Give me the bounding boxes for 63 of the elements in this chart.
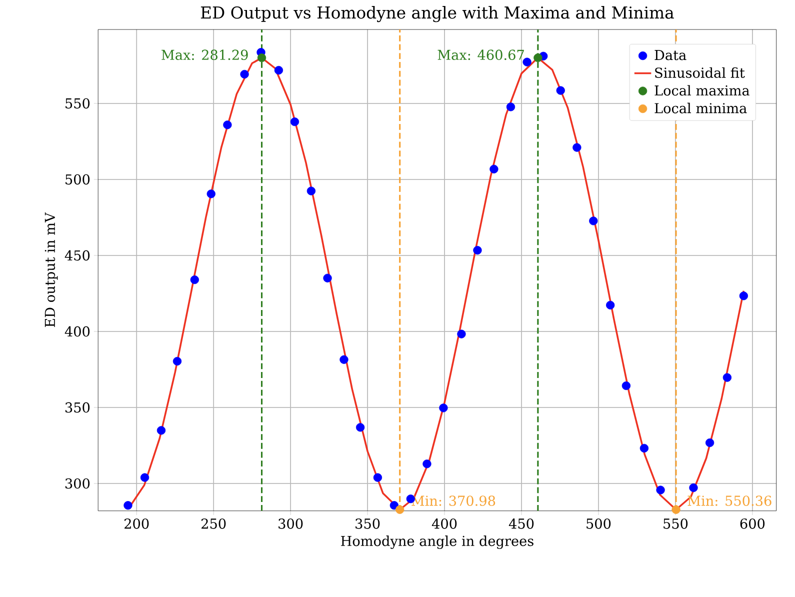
- point: [739, 291, 748, 300]
- point: [422, 459, 432, 468]
- annotation: Min: 550.36: [688, 495, 772, 506]
- point: [206, 189, 216, 198]
- point: [240, 70, 249, 78]
- point: [506, 102, 516, 111]
- x-tick-label: 250: [201, 518, 226, 529]
- point: [640, 444, 649, 452]
- y-tick-label: 500: [66, 174, 90, 184]
- point: [156, 426, 166, 435]
- point: [656, 485, 665, 494]
- point: [190, 275, 199, 284]
- legend-label: Local minima: [654, 102, 747, 114]
- annotation: Max: 460.67: [438, 49, 524, 60]
- point: [340, 355, 348, 364]
- x-tick-label: 600: [740, 518, 765, 529]
- y-tick-label: 400: [64, 326, 90, 336]
- y-tick-label: 550: [66, 98, 90, 108]
- point: [223, 120, 232, 129]
- point: [689, 483, 698, 492]
- point: [172, 356, 182, 366]
- x-tick-label: 300: [278, 518, 303, 529]
- y-tick-label: 450: [64, 250, 90, 260]
- point: [556, 86, 565, 95]
- point: [457, 329, 466, 338]
- point: [606, 300, 615, 310]
- point: [439, 403, 448, 412]
- point: [140, 472, 150, 482]
- x-tick-label: 500: [586, 518, 611, 529]
- annotation: Max: 281.29: [162, 49, 248, 60]
- x-axis-title: Homodyne angle in degrees: [341, 535, 534, 549]
- x-tick-label: 200: [124, 518, 149, 529]
- point: [522, 57, 532, 66]
- point: [672, 505, 680, 514]
- y-tick-label: 300: [65, 478, 90, 488]
- legend-label: Sinusoidal fit: [655, 67, 745, 78]
- point: [473, 246, 482, 254]
- legend-label: Data: [654, 50, 686, 60]
- point: [396, 505, 404, 514]
- point: [373, 472, 382, 482]
- point: [490, 164, 498, 174]
- point: [534, 53, 542, 62]
- point: [705, 438, 714, 447]
- point: [274, 66, 284, 74]
- x-tick-label: 450: [508, 518, 534, 529]
- point: [622, 381, 631, 390]
- point: [257, 53, 266, 62]
- legend-label: Local maxima: [654, 84, 750, 96]
- point: [290, 117, 300, 126]
- point: [323, 274, 332, 282]
- chart-title: ED Output vs Homodyne angle with Maxima and Minima: [200, 6, 674, 22]
- x-tick-label: 350: [356, 518, 380, 529]
- point: [306, 186, 316, 196]
- point: [589, 216, 598, 226]
- point: [572, 142, 582, 152]
- point: [390, 500, 399, 510]
- y-axis-title: ED output in mV: [44, 212, 58, 327]
- x-tick-label: 400: [432, 518, 457, 529]
- point: [722, 372, 732, 382]
- point: [124, 500, 132, 510]
- point: [356, 422, 365, 432]
- y-tick-label: 350: [65, 402, 90, 412]
- x-tick-label: 550: [664, 518, 688, 529]
